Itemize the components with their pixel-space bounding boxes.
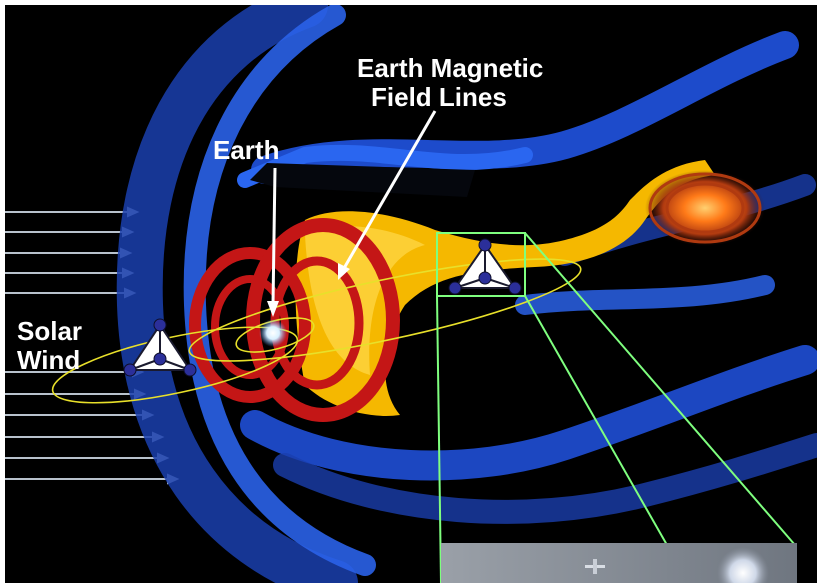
field-lines-label-line1: Earth Magnetic (357, 53, 544, 83)
spacecraft-photo-inset (441, 543, 797, 583)
solar-wind-label-line2: Wind (17, 345, 81, 375)
tail-rings (648, 172, 762, 244)
field-lines-pointer-arrow (338, 110, 437, 280)
earth-pointer-arrow (267, 167, 279, 317)
field-lines-label: Earth Magnetic Field Lines (357, 54, 543, 112)
solar-wind-label: Solar Wind (17, 317, 82, 375)
field-loop-rings (189, 218, 400, 422)
zoom-callout (436, 232, 796, 583)
earth-label: Earth (213, 135, 280, 165)
dark-shadow-wedge (250, 163, 475, 197)
tetrahedron-constellation-icon (123, 318, 197, 377)
earth-glow-icon (259, 319, 287, 347)
tail-glow (645, 170, 765, 246)
solar-wind-label-line1: Solar (17, 316, 83, 346)
magnetosphere-illustration (5, 5, 817, 583)
tetrahedron-constellation-icon (448, 238, 522, 295)
field-lines-label-line2: Field Lines (371, 82, 507, 112)
magnetosphere-diagram: Earth Magnetic Field Lines Earth Solar W… (5, 5, 817, 583)
magnetosheath-bands (116, 5, 817, 583)
